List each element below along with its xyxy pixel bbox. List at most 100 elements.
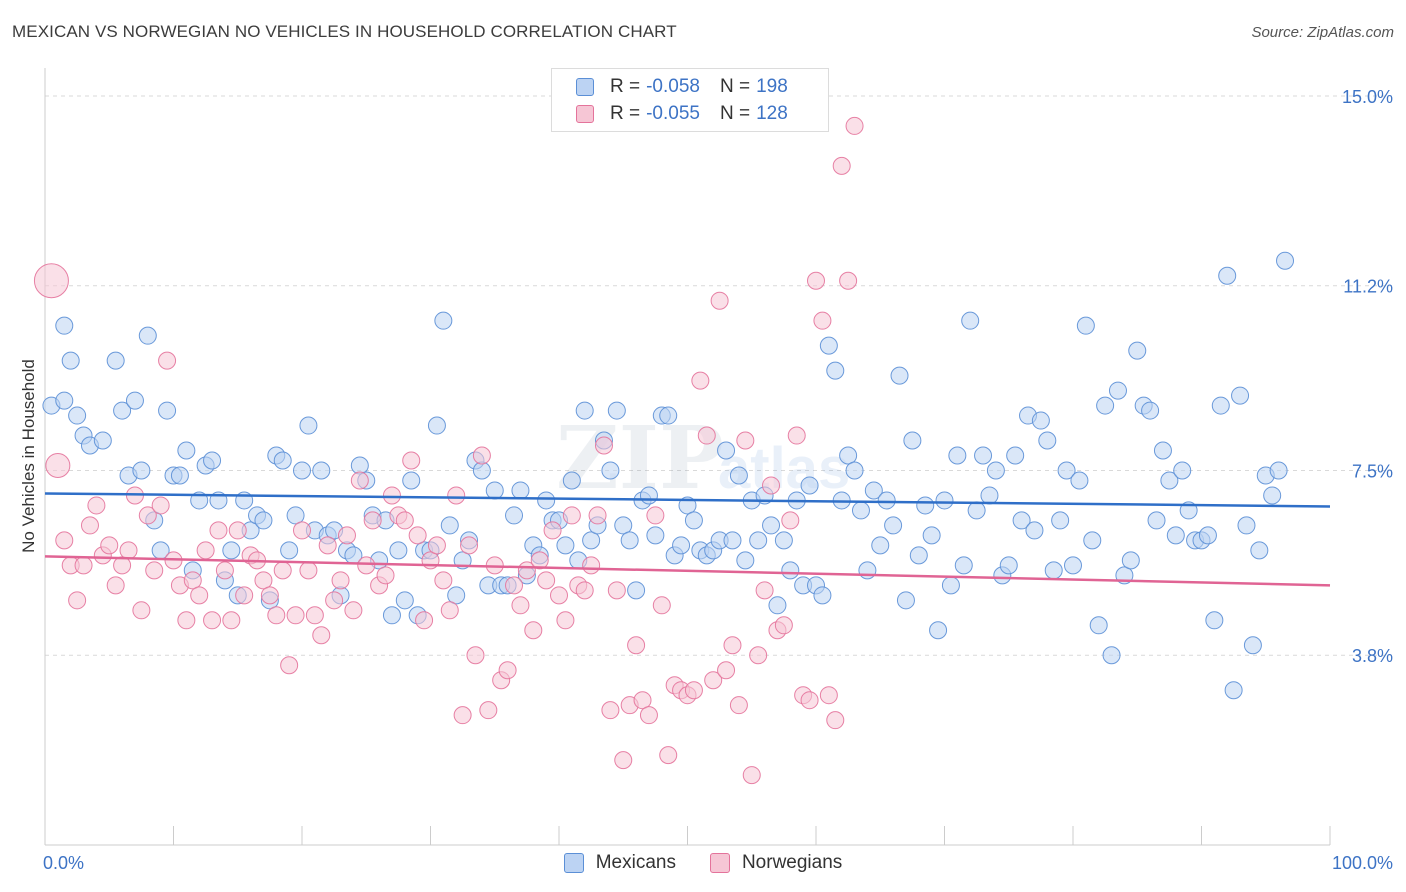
- axes: [44, 68, 1331, 846]
- mexicans-point: [1128, 341, 1147, 360]
- mexicans-point: [646, 526, 665, 545]
- norwegians-point: [742, 766, 761, 785]
- norwegians-point: [138, 506, 157, 525]
- norwegians-point: [280, 656, 299, 675]
- chart-title: MEXICAN VS NORWEGIAN NO VEHICLES IN HOUS…: [12, 22, 677, 41]
- watermark: ZIP atlas: [556, 408, 850, 509]
- norwegians-point: [151, 496, 170, 515]
- legend-n-value: 128: [756, 103, 788, 124]
- norwegians-point: [55, 531, 74, 550]
- tick-labels: 3.8% 7.5% 11.2% 15.0% 0.0% 100.0%: [43, 87, 1393, 873]
- norwegians-point: [376, 566, 395, 585]
- norwegians-point: [550, 586, 568, 605]
- norwegians-point: [453, 706, 472, 725]
- mexicans-point: [1070, 471, 1089, 490]
- mexicans-point: [1006, 446, 1025, 465]
- mexicans-point: [935, 491, 954, 510]
- mexicans-point: [68, 406, 87, 425]
- norwegians-point: [813, 311, 832, 330]
- norwegians-point: [729, 696, 748, 715]
- norwegians-point: [68, 591, 87, 610]
- mexicans-point: [954, 556, 973, 575]
- mexicans-point: [434, 311, 453, 330]
- mexicans-point: [125, 391, 144, 410]
- norwegians-point: [74, 556, 93, 575]
- norwegians-point: [33, 263, 69, 299]
- mexicans-point: [402, 471, 421, 490]
- x-tick-label: 0.0%: [43, 853, 84, 873]
- legend-swatch-blue: [576, 78, 594, 96]
- norwegians-point: [408, 526, 427, 545]
- norwegians-point: [196, 541, 215, 560]
- norwegians-point: [87, 496, 106, 515]
- norwegians-point: [460, 536, 479, 555]
- norwegians-point: [588, 506, 607, 525]
- mexicans-point: [1076, 316, 1095, 335]
- legend-swatch-blue: [563, 853, 584, 873]
- legend-r-value: -0.055: [646, 103, 700, 124]
- legend-item-mexicans[interactable]: Mexicans: [563, 852, 676, 874]
- mexicans-point: [877, 491, 896, 510]
- mexicans-point: [961, 311, 980, 330]
- norwegians-point: [260, 586, 279, 605]
- mexicans-point: [113, 401, 132, 420]
- norwegians-point: [537, 571, 556, 590]
- mexicans-point: [389, 541, 408, 560]
- norwegians-point: [440, 601, 459, 620]
- norwegians-point: [427, 536, 446, 555]
- norwegians-point: [607, 581, 626, 600]
- series-legend: Mexicans Norwegians: [0, 852, 1406, 874]
- y-tick-label: 7.5%: [1352, 461, 1393, 481]
- mexicans-point: [61, 351, 80, 370]
- trend-lines: [44, 492, 1331, 587]
- norwegians-point: [774, 616, 793, 635]
- mexicans-point: [1231, 386, 1250, 405]
- legend-row-mexicans: R = -0.058 N = 198: [576, 75, 788, 99]
- mexicans-point: [350, 456, 369, 475]
- mexicans-point: [607, 401, 626, 420]
- legend-n-label: N =: [719, 76, 751, 97]
- norwegians-point: [723, 636, 742, 655]
- norwegians-point: [755, 581, 774, 600]
- norwegians-point: [100, 536, 119, 555]
- mexicans-point: [106, 351, 125, 370]
- mexicans-point: [948, 446, 967, 465]
- norwegians-point: [106, 576, 125, 595]
- norwegians-point: [235, 586, 254, 605]
- norwegians-point: [505, 576, 524, 595]
- mexicans-point: [864, 481, 883, 500]
- y-tick-label: 15.0%: [1342, 87, 1393, 107]
- norwegians-point: [293, 521, 311, 540]
- mexicans-point: [684, 511, 703, 530]
- norwegians-point: [582, 556, 601, 575]
- norwegians-point: [190, 586, 209, 605]
- legend-item-norwegians[interactable]: Norwegians: [709, 852, 842, 874]
- norwegians-point: [601, 701, 620, 720]
- mexicans-trend-line: [44, 492, 1331, 508]
- mexicans-point: [736, 551, 755, 570]
- mexicans-point: [1089, 616, 1108, 635]
- mexicans-point: [273, 451, 292, 470]
- mexicans-point: [1218, 266, 1237, 285]
- mexicans-point: [1205, 611, 1224, 630]
- mexicans-point: [896, 591, 915, 610]
- mexicans-point: [1096, 396, 1115, 415]
- mexicans-point: [723, 531, 742, 550]
- mexicans-point: [1160, 471, 1179, 490]
- norwegians-point: [800, 691, 819, 710]
- mexicans-point: [158, 401, 177, 420]
- mexicans-point: [941, 576, 960, 595]
- mexicans-point: [903, 431, 922, 450]
- mexicans-point: [485, 481, 504, 500]
- mexicans-point: [851, 501, 870, 520]
- mexicans-point: [293, 461, 311, 480]
- mexicans-point: [280, 541, 299, 560]
- mexicans-point: [1057, 461, 1076, 480]
- norwegians-point: [145, 561, 164, 580]
- norwegians-point: [286, 606, 305, 625]
- mexicans-point: [826, 361, 845, 380]
- norwegians-point: [344, 601, 363, 620]
- mexicans-point: [909, 546, 928, 565]
- mexicans-point: [620, 531, 639, 550]
